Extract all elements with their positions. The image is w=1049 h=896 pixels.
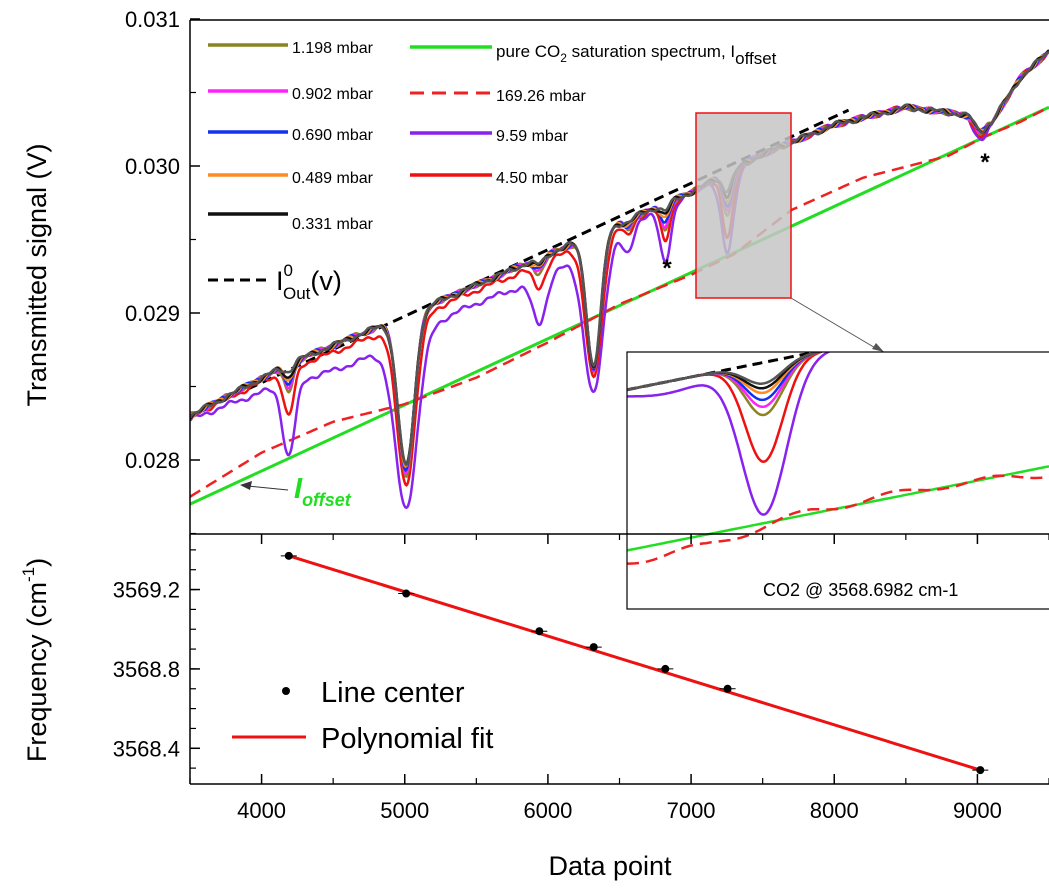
top-panel: 0.028 0.029 0.030 0.031 Transmitted signal … — [22, 7, 1049, 535]
bottom-x-ticks: 4000 5000 6000 7000 8000 9000 — [189, 534, 1049, 823]
line-center-point — [661, 664, 670, 673]
top-legend: 1.198 mbar 0.902 mbar 0.690 mbar 0.489 m… — [208, 40, 777, 303]
bottom-y-ticks: 3568.4 3568.8 3569.2 — [113, 549, 200, 769]
legend-marker-line-center — [282, 687, 290, 695]
inset-label: CO2 @ 3568.6982 cm-1 — [763, 580, 958, 600]
top-y-axis-label: Transmitted signal (V) — [22, 143, 52, 406]
legend-label-line-center: Line center — [321, 677, 465, 709]
zoom-connector — [790, 297, 878, 350]
inset-frame — [626, 351, 1049, 610]
ioffset-label: Ioffset — [294, 473, 352, 510]
zoom-region-box — [695, 112, 792, 299]
star-marker-6850: * — [662, 255, 672, 282]
legend-label-0690: 0.690 mbar — [292, 127, 374, 144]
bottom-x-tick-label: 9000 — [953, 798, 1002, 823]
bottom-plot-series — [280, 551, 989, 775]
zoom-connector-head — [872, 343, 884, 352]
bottom-y-tick-label: 3568.8 — [113, 657, 180, 682]
bottom-panel: 4000 5000 6000 7000 8000 9000 3568.43568.8356… — [19, 533, 1049, 881]
line-center-point — [535, 627, 544, 636]
ioffset-arrow — [247, 485, 289, 491]
bottom-x-tick-label: 6000 — [523, 798, 572, 823]
top-plot-series — [190, 49, 1049, 510]
legend-label-959: 9.59 mbar — [496, 128, 569, 145]
top-y-tick-label: 0.030 — [125, 154, 180, 179]
legend-label-baseline: I0 Out(v) — [276, 261, 342, 303]
line-center-point — [402, 589, 411, 598]
top-annotations: * * Ioffset — [240, 112, 990, 510]
top-y-tick-label: 0.031 — [125, 7, 180, 32]
legend-label-0489: 0.489 mbar — [292, 170, 374, 187]
series-0-331-mbar-trace- — [190, 50, 1049, 467]
top-y-tick-label: 0.029 — [125, 301, 180, 326]
bottom-y-tick-label: 3569.2 — [113, 578, 180, 603]
line-center-point — [589, 643, 598, 652]
bottom-y-axis-label: Frequency (cm-1) — [19, 558, 52, 762]
inset-series-9-59-mbar — [627, 352, 832, 516]
series-169-26-mbar — [190, 106, 1049, 498]
top-y-ticks: 0.028 0.029 0.030 0.031 — [125, 7, 200, 535]
offset-line — [190, 105, 1049, 506]
star-marker-9050: * — [980, 149, 990, 176]
legend-label-polynomial-fit: Polynomial fit — [321, 723, 493, 755]
inset-frame-bg — [627, 352, 1049, 609]
inset-panel: CO2 @ 3568.6982 cm-1 — [626, 351, 1049, 610]
bottom-x-tick-label: 7000 — [667, 798, 716, 823]
top-y-tick-label: 0.028 — [125, 448, 180, 473]
line-center-point — [976, 766, 985, 775]
bottom-x-tick-label: 8000 — [810, 798, 859, 823]
legend-label-1198: 1.198 mbar — [292, 40, 374, 57]
inset-series-0-331-mbar-trace- — [627, 352, 823, 392]
legend-label-pure-co2: pure CO2 saturation spectrum, Ioffset — [496, 42, 777, 68]
inset-series — [627, 352, 1049, 565]
line-center-point — [284, 551, 293, 560]
baseline-i0out-line — [190, 108, 850, 418]
line-center-point — [723, 684, 732, 693]
legend-label-0902: 0.902 mbar — [292, 86, 374, 103]
bottom-x-axis-label: Data point — [548, 851, 672, 881]
legend-label-450: 4.50 mbar — [496, 170, 569, 187]
bottom-y-tick-label: 3568.4 — [113, 736, 180, 761]
ioffset-arrow-head — [240, 481, 252, 490]
bottom-x-tick-label: 5000 — [380, 798, 429, 823]
legend-label-16926: 169.26 mbar — [496, 88, 587, 105]
bottom-x-tick-label: 4000 — [237, 798, 286, 823]
inset-169-26-mbar — [627, 474, 1049, 565]
legend-label-0331: 0.331 mbar — [292, 216, 374, 233]
bottom-legend: Line center Polynomial fit — [232, 677, 493, 755]
